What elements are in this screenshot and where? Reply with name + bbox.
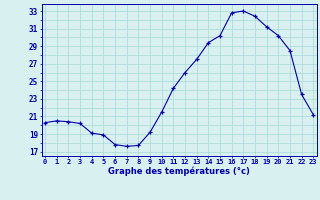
X-axis label: Graphe des températures (°c): Graphe des températures (°c) [108,167,250,176]
